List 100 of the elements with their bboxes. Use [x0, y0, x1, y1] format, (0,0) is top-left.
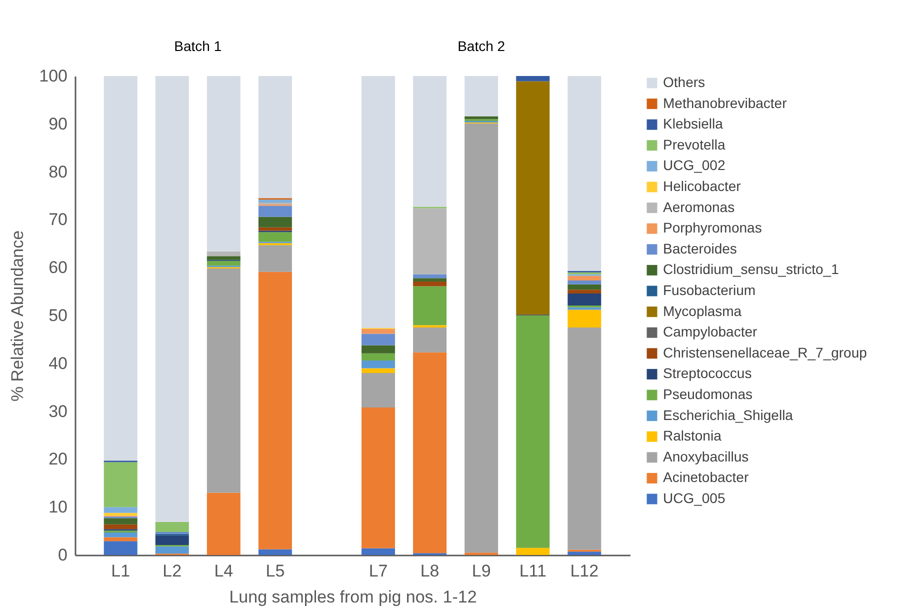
bar [362, 368, 396, 373]
legend-label: Aeromonas [663, 198, 735, 215]
bar [516, 76, 550, 82]
y-tick-label: 100 [39, 66, 68, 86]
bar [413, 278, 447, 282]
bar [258, 272, 292, 550]
y-tick-label: 40 [48, 354, 68, 373]
legend-label: Porphyromonas [663, 220, 762, 236]
bar [206, 260, 240, 266]
bar [104, 541, 138, 555]
bar [516, 316, 550, 548]
bar [413, 274, 447, 278]
legend-label: Streptococcus [663, 365, 752, 382]
y-tick-label: 60 [48, 258, 68, 278]
bar [362, 360, 396, 368]
bar [104, 532, 138, 538]
bar [568, 310, 602, 328]
bar [413, 327, 447, 352]
x-tick-label: L11 [519, 562, 546, 580]
bar [258, 232, 292, 242]
bar [516, 548, 550, 555]
legend-label: Anoxybacillus [663, 448, 749, 464]
x-tick-label: L5 [266, 562, 285, 580]
legend-label: UCG_005 [663, 490, 726, 506]
bar [568, 280, 602, 284]
bar [568, 552, 602, 555]
text: Batch 1 [174, 38, 222, 54]
x-tick-label: L9 [472, 562, 491, 580]
bar [155, 535, 189, 545]
bar [362, 76, 396, 328]
bar [362, 353, 396, 361]
legend-label: Helicobacter [663, 178, 742, 194]
bar [413, 76, 447, 207]
bar [206, 268, 240, 493]
bar [568, 284, 602, 290]
bar [258, 216, 292, 228]
x-axis-title: Lung samples from pig nos. 1-12 [229, 588, 477, 606]
legend-label: UCG_002 [663, 157, 726, 174]
bar [362, 328, 396, 334]
bar [568, 327, 602, 550]
x-tick-label: L1 [111, 562, 130, 580]
bar [362, 407, 396, 548]
bar [206, 251, 240, 256]
bar [464, 116, 498, 120]
legend-label: Methanobrevibacter [663, 94, 788, 111]
bar [413, 286, 447, 326]
bar [155, 546, 189, 554]
y-tick-label: 30 [48, 402, 68, 421]
x-tick-label: L12 [570, 562, 599, 580]
legend-label: Campylobacter [663, 324, 758, 340]
text: Batch 2 [458, 38, 506, 54]
bar [258, 76, 292, 198]
bar [104, 462, 138, 508]
bar [104, 76, 138, 461]
y-axis-title: % Relative Abundance [8, 230, 28, 402]
y-tick-label: 50 [48, 306, 68, 325]
y-tick-label: 90 [48, 114, 68, 134]
x-tick-label: L7 [368, 562, 388, 580]
bar [206, 256, 240, 260]
bar [568, 307, 602, 310]
legend-label: Clostridium_sensu_stricto_1 [663, 261, 840, 278]
bar [258, 200, 292, 202]
bar [362, 548, 396, 555]
bar [104, 518, 138, 524]
bar [206, 492, 240, 555]
bar [258, 206, 292, 217]
y-tick-label: 70 [48, 210, 68, 230]
bar [568, 290, 602, 294]
legend-label: Christensenellaceae_R_7_group [663, 344, 868, 360]
x-tick-label: L4 [214, 562, 234, 580]
bar [568, 76, 602, 271]
legend-label: Fusobacterium [663, 282, 756, 298]
bar [362, 334, 396, 346]
legend-label: Klebsiella [663, 116, 724, 132]
x-tick-label: L8 [420, 562, 440, 580]
legend-label: Acinetobacter [663, 469, 749, 486]
bar [464, 123, 498, 553]
bar [258, 245, 292, 272]
y-tick-label: 80 [48, 162, 68, 182]
y-tick-label: 0 [58, 546, 68, 564]
bar [413, 281, 447, 286]
bar [362, 372, 396, 408]
x-tick-label: L2 [162, 562, 182, 580]
bar [516, 81, 550, 315]
legend-label: Bacteroides [663, 240, 737, 256]
y-tick-label: 10 [48, 498, 68, 517]
bar [464, 76, 498, 116]
legend-label: Escherichia_Shigella [663, 406, 794, 423]
legend-label: Pseudomonas [663, 386, 753, 402]
bar [258, 549, 292, 555]
bar [104, 524, 138, 530]
bar [104, 537, 138, 542]
legend-label: Prevotella [663, 136, 726, 152]
legend-label: Ralstonia [663, 428, 722, 444]
legend-label: Others [663, 74, 706, 90]
bar [155, 76, 189, 522]
bar [206, 76, 240, 252]
bar [413, 208, 447, 274]
bar [362, 345, 396, 354]
bar [104, 507, 138, 513]
